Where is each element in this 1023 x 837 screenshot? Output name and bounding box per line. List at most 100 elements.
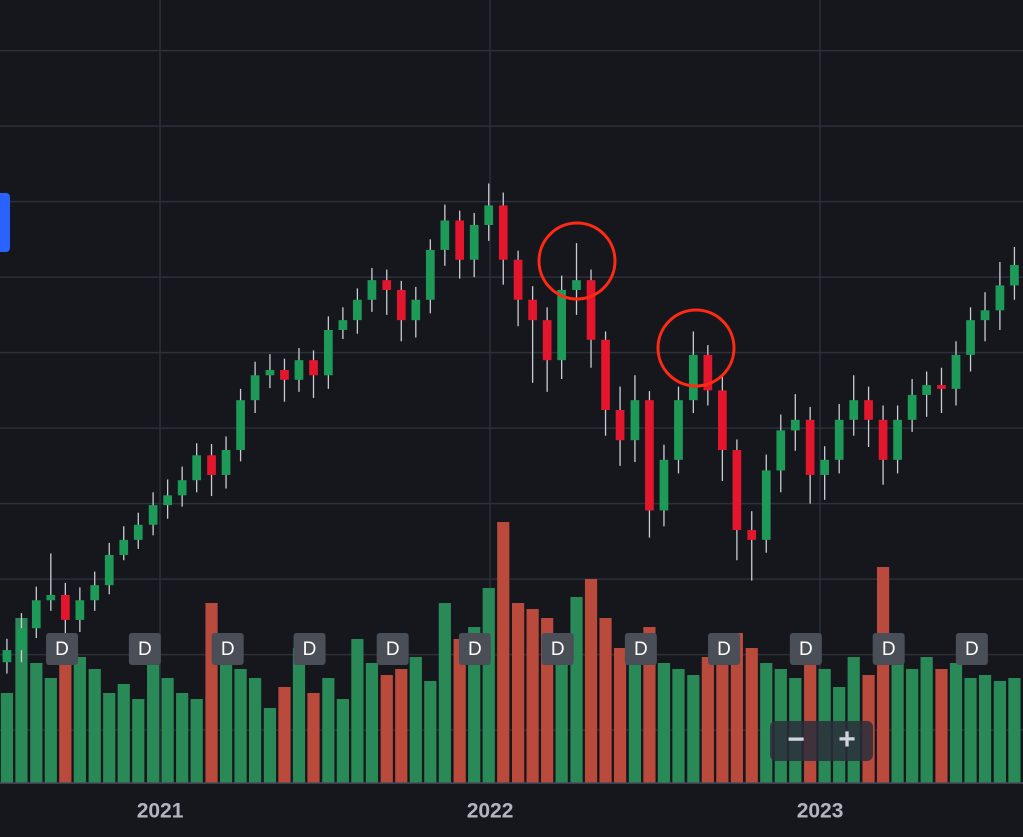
volume-bar	[351, 639, 364, 783]
volume-bar	[584, 579, 598, 783]
event-marker-label: D	[138, 639, 152, 660]
event-marker	[376, 633, 409, 665]
candle-body	[630, 400, 640, 441]
candle-body	[498, 205, 508, 260]
candle-body	[645, 400, 654, 511]
candle-body	[207, 455, 216, 475]
volume-bar	[570, 597, 583, 783]
candle-body	[177, 480, 187, 496]
candle-body	[528, 299, 537, 321]
volume-bar	[482, 588, 495, 783]
volume-bar	[760, 663, 773, 783]
candle-body	[966, 320, 975, 355]
candle-body	[163, 495, 172, 506]
candle-body	[440, 220, 450, 250]
event-marker	[872, 633, 905, 665]
candle-body	[893, 419, 902, 460]
candle-body	[104, 554, 114, 586]
side-tab[interactable]	[0, 193, 10, 252]
event-marker	[293, 633, 326, 665]
volume-bar	[1008, 678, 1021, 783]
candle-body	[46, 594, 56, 601]
candle-body	[688, 354, 698, 401]
candle-body	[864, 400, 873, 420]
candle-body	[586, 280, 596, 340]
candle-body	[907, 394, 917, 420]
zoom-in-button[interactable]: +	[838, 723, 856, 756]
candle-body	[484, 205, 494, 226]
volume-bar	[526, 609, 539, 783]
event-marker	[128, 633, 161, 665]
candle-body	[980, 310, 990, 321]
volume-bar	[687, 675, 700, 783]
volume-bar	[103, 693, 116, 783]
volume-bar	[891, 663, 904, 783]
candle-body	[718, 390, 727, 451]
highlight-circle	[656, 308, 736, 388]
zoom-panel	[770, 721, 873, 761]
candle-body	[849, 400, 859, 420]
volume-bar	[424, 681, 437, 783]
candle-body	[17, 628, 26, 651]
candle-body	[601, 339, 610, 410]
event-marker-label: D	[55, 639, 69, 660]
candle-body	[1010, 265, 1019, 286]
candle-body	[221, 450, 231, 475]
zoom-controls: − +	[770, 721, 873, 761]
volume-bar	[745, 648, 758, 783]
candle-body	[572, 280, 581, 290]
volume-bar	[307, 693, 320, 783]
volume-bar	[15, 618, 28, 783]
volume-bar	[555, 633, 568, 783]
candle-body	[133, 524, 143, 540]
candle-body	[513, 259, 523, 300]
volume-bar	[876, 567, 890, 783]
event-marker	[46, 633, 79, 665]
volume-bar	[949, 663, 963, 783]
candle-body	[805, 419, 815, 475]
candle-body	[922, 385, 931, 395]
volume-bar	[278, 687, 291, 783]
volume-bar	[453, 639, 466, 783]
candle-body	[396, 289, 406, 321]
candle-body	[367, 280, 377, 300]
candle-body	[469, 225, 479, 260]
candle-body	[353, 299, 362, 321]
event-marker	[458, 633, 491, 665]
candle-body	[615, 409, 625, 441]
volume-bar	[701, 657, 714, 783]
volume-bar	[263, 708, 277, 783]
candle-body	[90, 585, 100, 601]
volume-bar	[468, 627, 481, 783]
event-marker	[789, 633, 822, 665]
volume-bar	[920, 657, 933, 783]
volume-bar	[336, 699, 349, 783]
volume-bar	[804, 651, 817, 783]
volume-bar	[906, 669, 919, 783]
volume-bar	[365, 663, 379, 783]
candle-body	[455, 220, 465, 260]
candle-body	[323, 329, 333, 376]
x-axis: 2021 2022 2023	[137, 800, 844, 823]
candle-body	[790, 419, 800, 431]
event-marker-label: D	[468, 639, 482, 660]
zoom-out-button[interactable]: −	[787, 723, 805, 756]
event-marker-label: D	[717, 639, 731, 660]
event-marker-label: D	[882, 639, 896, 660]
candle-body	[557, 289, 567, 361]
volume-bar	[219, 657, 233, 783]
candle-body	[820, 459, 830, 475]
volume-bar	[30, 663, 43, 783]
volume-bar	[643, 627, 656, 783]
candle-body	[659, 459, 669, 511]
candle-body	[747, 530, 757, 540]
volume-bar	[628, 633, 642, 783]
volume-bar	[88, 669, 101, 783]
volume-bar	[438, 603, 451, 783]
volume-bar	[117, 684, 130, 783]
candle-body	[834, 419, 844, 460]
volume-bar	[73, 657, 86, 783]
event-marker-label: D	[634, 639, 648, 660]
event-marker-label: D	[551, 639, 565, 660]
